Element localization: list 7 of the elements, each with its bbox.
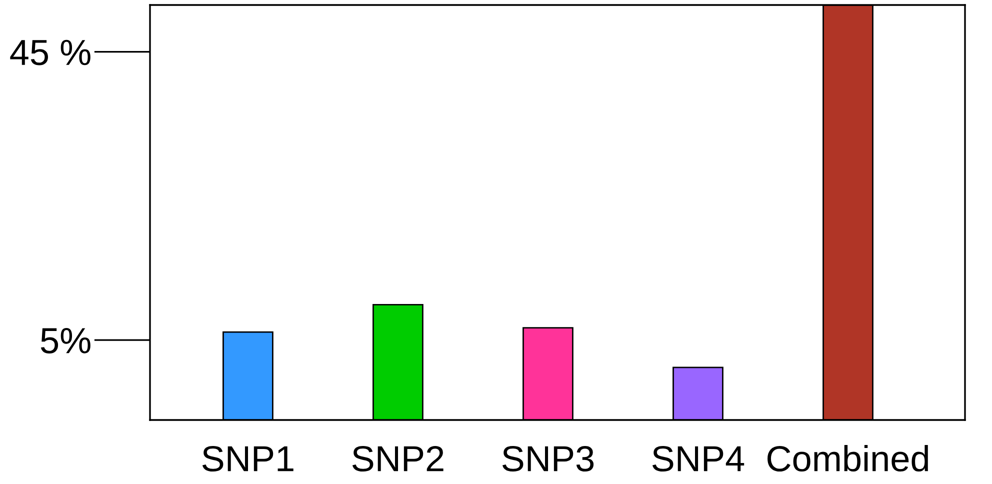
y-tick-label: 5% [40,328,90,354]
x-tick-label: SNP3 [502,446,594,472]
x-tick-label: Combined [768,445,928,472]
x-tick-label: SNP2 [352,446,444,472]
x-tick-label: SNP4 [652,446,744,472]
y-tick-label: 45 % [10,40,90,66]
x-tick-label: SNP1 [202,446,294,472]
